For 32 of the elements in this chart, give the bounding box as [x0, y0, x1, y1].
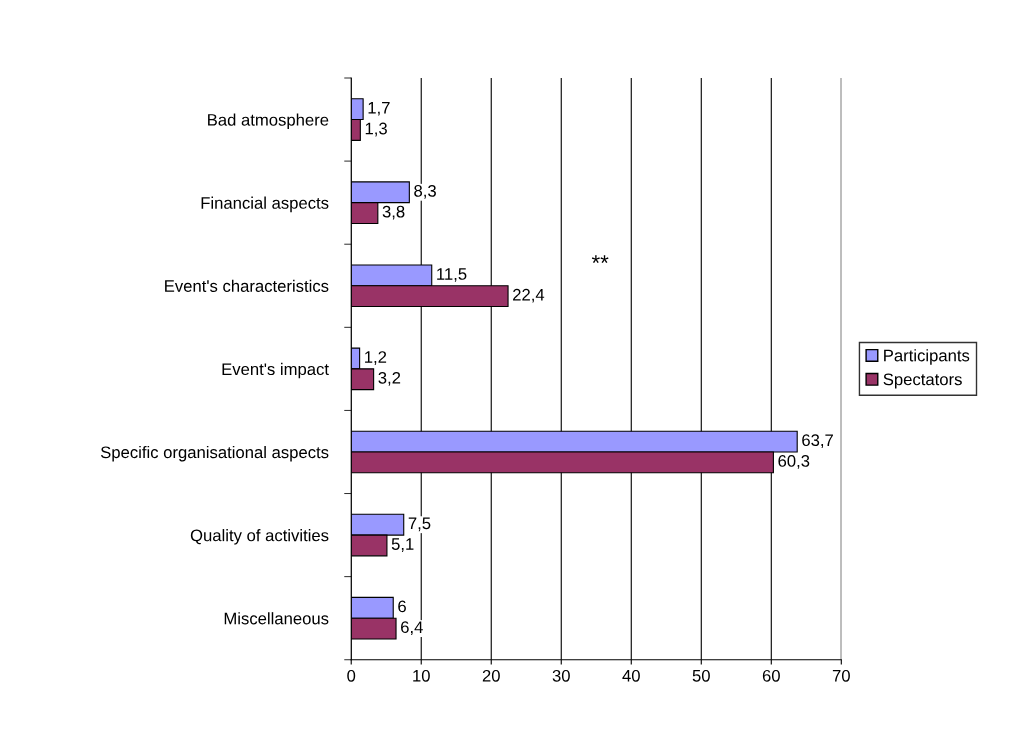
data-label: 5,1 [391, 538, 414, 552]
x-tick-label: 70 [832, 669, 850, 682]
x-tick-label: 40 [622, 669, 640, 682]
data-label: 22,4 [513, 288, 545, 303]
x-tick-label: 20 [482, 669, 500, 682]
x-tick-label: 0 [347, 669, 356, 682]
x-tick-label: 60 [762, 669, 780, 682]
data-label: 1,3 [365, 122, 387, 137]
legend-label: Spectators [883, 373, 962, 389]
y-tick-label: Miscellaneous [224, 612, 329, 625]
data-label: 6,4 [401, 621, 423, 636]
data-label: 8,3 [414, 184, 436, 199]
y-tick-label: Bad atmosphere [208, 113, 329, 130]
data-label: 63,7 [802, 434, 833, 449]
annotation: ** [591, 255, 609, 263]
data-label: 7,5 [408, 517, 431, 532]
y-tick-label: Event's impact [222, 362, 329, 379]
data-label: 60,3 [778, 455, 810, 469]
data-label: 3,8 [382, 205, 405, 220]
y-tick-label: Event's characteristics [165, 279, 329, 292]
data-label: 3,2 [378, 371, 401, 386]
y-tick-label: Quality of activities [190, 529, 329, 545]
data-label: 11,5 [437, 268, 467, 282]
data-label: 6 [398, 600, 406, 613]
x-tick-label: 50 [692, 669, 710, 682]
legend-label: Participants [884, 349, 970, 365]
x-tick-label: 10 [413, 669, 430, 682]
x-tick-label: 30 [552, 669, 570, 682]
data-label: 1,7 [368, 102, 390, 116]
data-label: 1,2 [365, 351, 387, 365]
y-tick-label: Specific organisational aspects [100, 445, 329, 462]
y-tick-label: Financial aspects [201, 196, 329, 213]
